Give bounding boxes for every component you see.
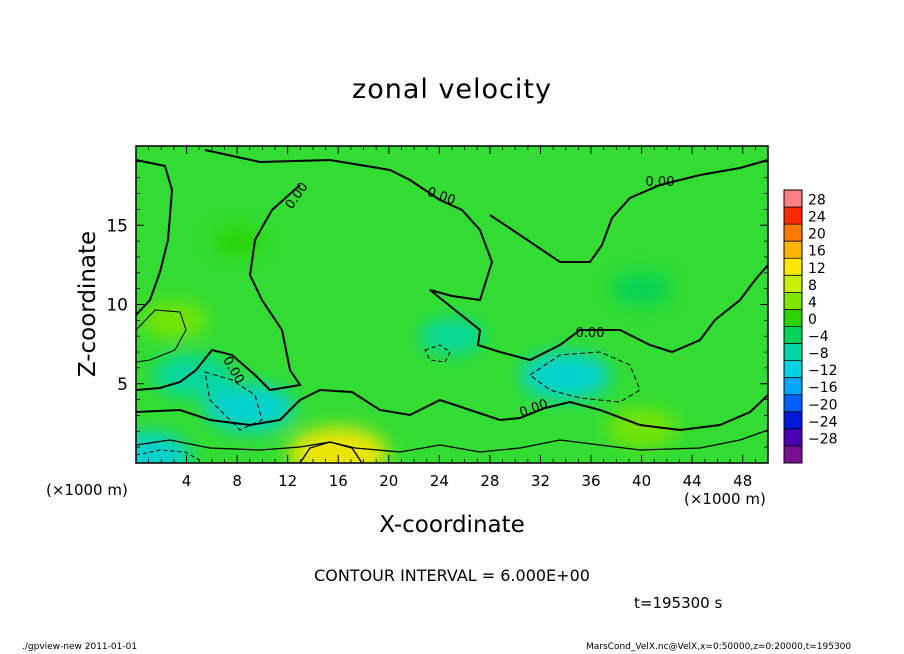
x-tick-label: 8 [232,472,242,490]
y-axis-label: Z-coordinate [75,230,101,378]
colorbar-band [784,292,802,310]
contour-zero-center [136,184,302,392]
contour-label: 0.00 [576,326,605,341]
contour-negative-right [529,351,641,403]
colorbar-band [784,411,802,430]
field-feature [611,271,672,306]
x-tick-label: 28 [480,472,499,490]
x-tick-label: 40 [632,472,651,490]
footer-left: ./gpview-new 2011-01-01 [22,642,138,652]
field-feature [520,351,611,400]
colorbar-label: −20 [808,397,838,413]
colorbar-band [784,275,802,293]
y-axis: 5 10 15 [106,161,768,448]
x-unit-label-left: (×1000 m) [46,481,128,499]
field-feature [204,383,295,432]
y-tick-label: 5 [117,375,128,395]
colorbar-band [784,428,802,447]
colorbar-label: 24 [808,210,826,226]
x-tick-label: 4 [182,472,192,490]
colorbar-label: 28 [808,193,826,209]
x-tick-label: 32 [531,472,550,490]
contour-positive-left [136,309,187,363]
colorbar-band [784,394,802,413]
footer-right: MarsCond_VelX.nc@VelX,x=0:50000,z=0:2000… [586,642,852,652]
colorbar-band [784,207,802,225]
contour-label: 0.00 [646,175,675,190]
colorbar-band [784,360,802,379]
contour-zero-top [204,149,768,362]
colorbar-label: −24 [808,414,838,430]
x-axis: 4 8 12 16 20 24 28 32 36 40 44 48 [148,146,756,490]
field-feature [288,427,389,463]
field-feature [141,302,207,339]
y-tick-label: 10 [106,296,128,316]
colorbar-band [784,445,802,464]
colorbar-label: −28 [808,431,838,447]
chart-title: zonal velocity [352,74,552,105]
contour-bottom [136,429,768,453]
colorbar-band [784,190,802,208]
x-tick-label: 12 [278,472,297,490]
colorbar-label: −12 [808,363,838,379]
colorbar-band [784,343,802,362]
colorbar-label: 8 [808,278,817,294]
contour-zero-left [136,159,174,316]
contour-negative-left [204,371,263,431]
x-tick-label: 48 [733,472,752,490]
x-tick-label: 44 [683,472,702,490]
colorbar-label: 4 [808,295,817,311]
colorbar-label: 0 [808,312,817,328]
colorbar-label: 20 [808,227,826,243]
field-feature [212,226,263,256]
colorbar-band [784,326,802,345]
colorbar-label: 16 [808,244,826,260]
plot-area: 0.00 0.000.000.000.000.00 [136,146,768,463]
time-label: t=195300 s [634,594,723,612]
contour-zero-right [489,159,768,263]
field-feature [136,432,192,463]
colorbar-band [784,241,802,259]
contour-lines [136,149,768,463]
contour-bottom-pos [299,441,363,463]
field-features [136,226,677,463]
x-tick-label: 16 [329,472,348,490]
contour-interval-label: CONTOUR INTERVAL = 6.000E+00 [314,566,590,585]
x-unit-label-right: (×1000 m) [684,490,766,508]
x-tick-label: 24 [430,472,449,490]
contour-bottom-neg [136,449,201,461]
colorbar-band [784,224,802,242]
field-feature [152,354,233,398]
field-feature [419,318,485,355]
x-tick-label: 36 [581,472,600,490]
colorbar-label: −16 [808,380,838,396]
colorbar-band [784,309,802,327]
colorbar-label: 12 [808,261,826,277]
contour-zero-lower [136,388,768,432]
colorbar-band [784,258,802,276]
colorbar-band [784,377,802,396]
y-tick-label: 15 [106,216,128,236]
x-tick-label: 20 [379,472,398,490]
contour-negative-center [424,344,451,363]
x-axis-label: X-coordinate [379,512,525,538]
colorbar-label: −8 [808,346,829,362]
colorbar-label: −4 [808,329,829,345]
